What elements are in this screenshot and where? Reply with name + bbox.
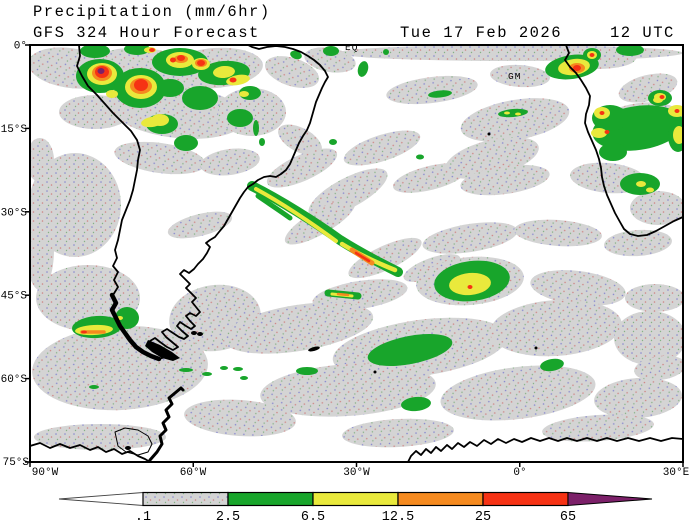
legend-value-6.5: 6.5 (301, 510, 325, 525)
south-georgia-island (308, 346, 320, 352)
greenwich-meridian-label: GM (508, 71, 521, 82)
falkland-islands (191, 331, 197, 335)
lat-label-0: 0° (14, 41, 27, 53)
precip-intense-bands (354, 251, 371, 263)
south-america-coastline (76, 45, 329, 360)
latitude-labels: 0° 15°S 30°S 45°S 60°S 75°S (1, 41, 30, 470)
lat-label-75s: 75°S (3, 457, 30, 469)
africa-coastline (564, 45, 683, 237)
lon-label-30e: 30°E (663, 467, 690, 479)
legend-threshold-labels: .1 2.5 6.5 12.5 25 65 (135, 510, 576, 525)
st-helena-island (487, 132, 491, 136)
lon-label-0: 0° (513, 467, 526, 479)
model-forecast-label: GFS 324 Hour Forecast (33, 24, 260, 42)
coastlines (30, 45, 683, 462)
tristan-island (534, 346, 538, 350)
legend-box-light (227, 491, 314, 507)
antarctic-peninsula-coastline (148, 386, 185, 462)
legend-value-65: 65 (560, 510, 576, 525)
legend-right-arrow (567, 491, 653, 507)
larsen-outline (114, 427, 153, 456)
legend-value-2.5: 2.5 (216, 510, 240, 525)
legend-box-heavy (397, 491, 484, 507)
lon-label-30w: 30°W (343, 467, 370, 479)
legend-value-12.5: 12.5 (382, 510, 414, 525)
map-plot-area (30, 45, 683, 462)
legend-left-arrow (58, 492, 144, 506)
page-title: Precipitation (mm/6hr) (33, 3, 271, 21)
valid-date-label: Tue 17 Feb 2026 (400, 24, 563, 42)
longitude-labels: 90°W 60°W 30°W 0° 30°E (32, 467, 690, 479)
lat-label-45s: 45°S (1, 291, 28, 303)
valid-time-label: 12 UTC (610, 24, 675, 42)
precip-extreme-areas (97, 68, 105, 74)
lon-label-90w: 90°W (32, 467, 59, 479)
lat-label-15s: 15°S (1, 124, 28, 136)
lon-label-60w: 60°W (180, 467, 207, 479)
precip-color-legend: .1 2.5 6.5 12.5 25 65 (58, 491, 653, 525)
lat-label-60s: 60°S (1, 374, 28, 386)
tierra-del-fuego (145, 340, 180, 361)
islands (125, 132, 538, 450)
legend-value-0.1: .1 (135, 510, 151, 525)
legend-box-moderate (312, 491, 399, 507)
equator-label: EQ (345, 42, 358, 53)
lat-label-30s: 30°S (1, 207, 28, 219)
legend-box-trace (142, 491, 229, 507)
legend-box-intense (482, 491, 569, 507)
legend-value-25: 25 (475, 510, 491, 525)
axis-ticks (25, 44, 684, 467)
chile-fjord-coast (109, 292, 162, 362)
antarctica-coastline-east (407, 437, 683, 462)
